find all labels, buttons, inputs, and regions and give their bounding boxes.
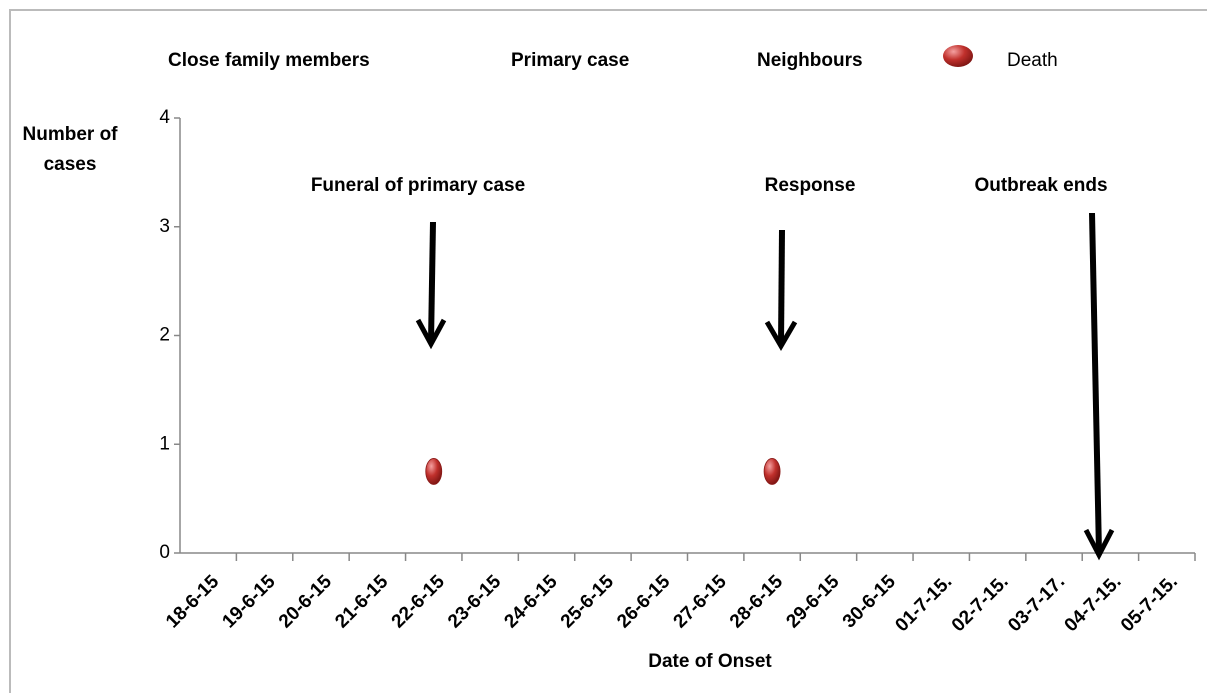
legend-label: Primary case <box>511 50 629 71</box>
y-tick-label: 4 <box>159 107 170 128</box>
arrow-head <box>764 320 798 351</box>
death-marker <box>763 458 781 485</box>
x-tick-label: 30-6-15 <box>839 571 900 632</box>
x-tick-label: 26-6-15 <box>613 571 674 632</box>
x-tick-label: 25-6-15 <box>557 571 618 632</box>
x-tick-label: 03-7-17. <box>1004 571 1069 636</box>
legend-marker <box>943 45 973 67</box>
legend-label: Neighbours <box>757 50 863 71</box>
axes: 0 1 2 3 4 18-6-1519-6-1520-6-1521-6-1522-6-15… <box>159 45 1196 636</box>
x-tick-label: 05-7-15. <box>1117 571 1182 636</box>
arrows <box>415 212 1115 561</box>
x-tick-label: 18-6-15 <box>162 571 223 632</box>
x-tick-label: 23-6-15 <box>444 571 505 632</box>
arrow <box>428 221 436 343</box>
x-tick-label: 20-6-15 <box>275 571 336 632</box>
y-tick-label: 2 <box>159 325 170 346</box>
legend-label: Close family members <box>168 50 370 71</box>
y-tick-label: 0 <box>159 542 170 563</box>
x-tick-label: 28-6-15 <box>726 571 787 632</box>
x-tick-label: 19-6-15 <box>219 571 280 632</box>
x-tick-label: 21-6-15 <box>331 571 392 632</box>
y-tick-label: 3 <box>159 216 170 237</box>
death-marker <box>425 458 443 485</box>
x-tick-label: 22-6-15 <box>388 571 449 632</box>
x-axis-title: Date of Onset <box>648 651 772 672</box>
arrow-head <box>415 318 447 350</box>
chart-border <box>9 9 1207 693</box>
x-tick-label: 29-6-15 <box>782 571 843 632</box>
arrow <box>778 229 785 346</box>
x-tick-label: 01-7-15. <box>891 571 956 636</box>
arrow-head <box>1083 528 1115 561</box>
x-tick-label: 02-7-15. <box>948 571 1013 636</box>
arrow <box>1089 212 1102 554</box>
annotation: Funeral of primary case <box>311 175 525 196</box>
x-tick-label: 04-7-15. <box>1061 571 1126 636</box>
x-tick-label: 24-6-15 <box>500 571 561 632</box>
x-tick-label: 27-6-15 <box>670 571 731 632</box>
y-tick-label: 1 <box>159 433 170 454</box>
annotation: Outbreak ends <box>974 175 1107 196</box>
annotation: Response <box>765 175 856 196</box>
y-axis-title: Number of cases <box>22 124 118 175</box>
legend-label: Death <box>1007 50 1058 71</box>
